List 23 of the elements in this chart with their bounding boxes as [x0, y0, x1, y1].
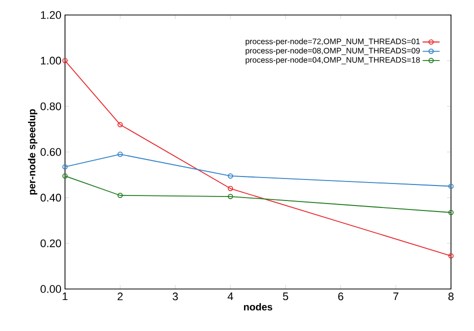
point [228, 186, 234, 192]
x-axis-title: nodes [244, 303, 272, 310]
y-tick-label: 1.20 [40, 11, 62, 19]
x-tick-label: 1 [62, 292, 68, 300]
point [118, 152, 123, 157]
y-axis-title: per-node speedup [28, 109, 38, 195]
point [228, 194, 234, 200]
point [118, 192, 123, 198]
x-tick-label: 6 [338, 292, 344, 300]
x-tick-label: 2 [118, 292, 123, 300]
x-tick-label: 4 [228, 292, 234, 300]
x-tick-label: 5 [282, 292, 288, 300]
y-tick-label: 0.80 [40, 102, 62, 110]
x-tick-label: 8 [448, 292, 454, 300]
y-tick-label: 0.60 [40, 148, 62, 156]
y-tick-label: 0.00 [40, 285, 62, 293]
y-tick-label: 0.20 [40, 239, 62, 248]
x-tick-label: 7 [393, 292, 398, 300]
y-tick-label: 0.40 [40, 194, 62, 202]
x-tick-label: 3 [172, 292, 178, 300]
y-tick-label: 1.00 [40, 56, 62, 65]
point [228, 173, 234, 179]
point [118, 122, 123, 128]
